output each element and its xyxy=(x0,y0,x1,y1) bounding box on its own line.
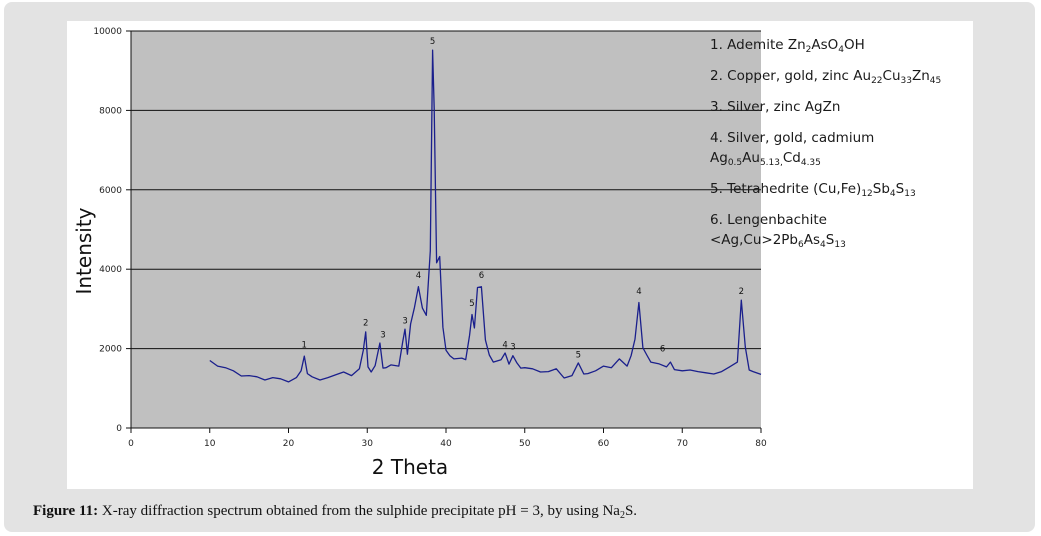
legend-text: 3. Silver, zinc AgZn xyxy=(710,99,841,115)
peak-label: 3 xyxy=(380,331,385,341)
peak-label: 6 xyxy=(660,345,665,355)
x-tick-label: 30 xyxy=(362,439,374,449)
caption-subscript: 2 xyxy=(619,510,625,521)
legend-subscript: 13 xyxy=(904,189,916,199)
series-line xyxy=(209,49,762,383)
legend-item: 6. Lengenbachite <Ag,Cu>2Pb6As4S13 xyxy=(710,210,970,250)
legend-subscript: 6 xyxy=(798,240,804,250)
legend-item: 3. Silver, zinc AgZn xyxy=(710,97,970,117)
legend-subscript: 4.35 xyxy=(800,158,821,168)
legend-text: Au xyxy=(742,150,760,166)
legend-text: <Ag,Cu>2Pb xyxy=(710,232,799,248)
legend-subscript: 4 xyxy=(889,189,896,199)
y-tick-label: 4000 xyxy=(99,265,122,275)
x-tick-label: 50 xyxy=(519,439,531,449)
legend-item: 5. Tetrahedrite (Cu,Fe)12Sb4S13 xyxy=(710,179,970,199)
legend-text: Sb xyxy=(872,181,890,197)
figure-caption: Figure 11: X-ray diffraction spectrum ob… xyxy=(33,503,638,521)
peak-label: 2 xyxy=(363,319,368,329)
y-tick-label: 2000 xyxy=(99,345,122,355)
x-tick-label: 80 xyxy=(755,439,767,449)
legend-subscript: 12 xyxy=(861,189,873,199)
figure-panel: 0 2000 4000 6000 8000 10000 0 10 20 30 40 50 60 70 80 … xyxy=(67,21,973,489)
peak-label: 3 xyxy=(402,317,407,327)
y-tick-label: 10000 xyxy=(93,27,122,37)
legend-item: 2. Copper, gold, zinc Au22Cu33Zn45 xyxy=(710,66,970,86)
peak-label: 4 xyxy=(416,271,421,281)
x-tick-label: 40 xyxy=(440,439,452,449)
y-tick-label: 8000 xyxy=(99,106,122,116)
legend-text: S xyxy=(825,232,835,248)
legend-subscript: 5.13, xyxy=(759,158,783,168)
legend-text: 6. Lengenbachite xyxy=(710,212,827,228)
legend-text: Ag xyxy=(710,150,728,166)
legend-subscript: 2 xyxy=(805,45,812,55)
legend-item: 4. Silver, gold, cadmium Ag0.5Au5.13,Cd4.… xyxy=(710,128,970,168)
y-axis-label: Intensity xyxy=(72,207,96,294)
legend-subscript: 0.5 xyxy=(727,158,743,168)
peak-label: 4 xyxy=(502,341,507,351)
legend-text: 5. Tetrahedrite (Cu,Fe) xyxy=(710,181,862,197)
legend-subscript: 4 xyxy=(820,240,826,250)
legend-text: 2. Copper, gold, zinc Au xyxy=(710,68,872,84)
legend-text: Cd xyxy=(782,150,801,166)
legend-text: 1. Ademite Zn xyxy=(710,37,806,53)
peak-label: 5 xyxy=(469,299,474,309)
legend-text: As xyxy=(803,232,821,248)
legend-text: AsO xyxy=(811,37,839,53)
x-tick-label: 60 xyxy=(598,439,610,449)
legend-subscript: 22 xyxy=(871,76,883,86)
legend-text: Cu xyxy=(882,68,901,84)
peak-label: 5 xyxy=(576,350,581,360)
peak-label: 5 xyxy=(430,37,435,47)
x-tick-label: 20 xyxy=(283,439,295,449)
legend-text: OH xyxy=(844,37,865,53)
phase-legend: 1. Ademite Zn2AsO4OH 2. Copper, gold, zin… xyxy=(710,35,970,261)
legend-subscript: 45 xyxy=(929,76,942,86)
plot-area xyxy=(131,31,761,428)
x-tick-label: 0 xyxy=(128,439,134,449)
caption-text: X-ray diffraction spectrum obtained from… xyxy=(98,503,620,519)
data-series xyxy=(209,49,762,383)
y-tick-label: 6000 xyxy=(99,186,122,196)
legend-subscript: 33 xyxy=(900,76,912,86)
caption-end: S. xyxy=(624,503,638,519)
peak-label: 3 xyxy=(510,343,515,353)
legend-text: 4. Silver, gold, cadmium xyxy=(710,130,875,146)
legend-text: S xyxy=(895,181,905,197)
x-tick-label: 70 xyxy=(677,439,689,449)
legend-text: Zn xyxy=(911,68,930,84)
grid-lines xyxy=(131,30,761,350)
legend-subscript: 13 xyxy=(834,240,846,250)
legend-subscript: 4 xyxy=(838,45,845,55)
caption-label: Figure 11: xyxy=(33,503,99,519)
y-tick-label: 0 xyxy=(116,424,122,434)
peak-label: 4 xyxy=(636,287,641,297)
x-axis-label: 2 Theta xyxy=(372,455,448,479)
axes: 0 2000 4000 6000 8000 10000 0 10 20 30 40 50 60 70 80 xyxy=(93,27,767,449)
peak-label: 1 xyxy=(302,341,307,351)
peak-label: 6 xyxy=(479,271,484,281)
peak-label: 2 xyxy=(739,287,744,297)
x-tick-label: 10 xyxy=(204,439,216,449)
legend-item: 1. Ademite Zn2AsO4OH xyxy=(710,35,970,55)
